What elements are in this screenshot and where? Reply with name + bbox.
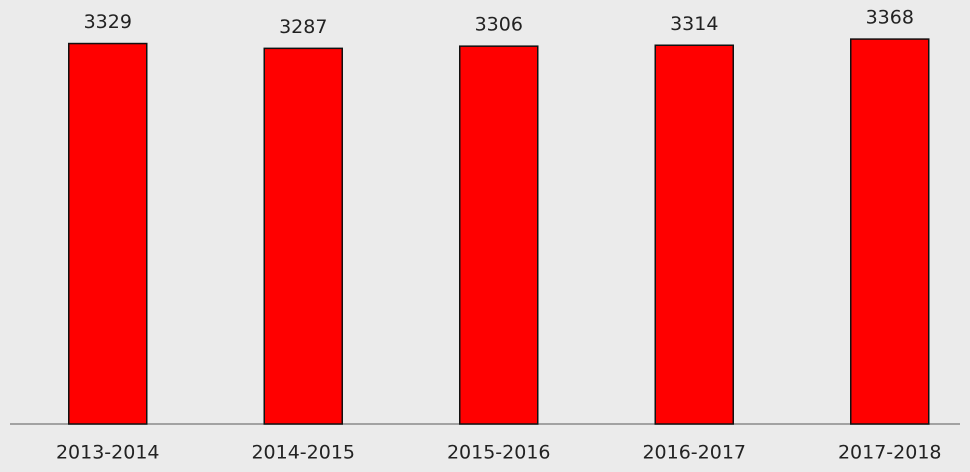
- value-label: 3306: [475, 14, 523, 36]
- value-label: 3287: [279, 16, 327, 38]
- value-label: 3314: [670, 13, 718, 35]
- x-tick-label: 2017-2018: [838, 442, 942, 464]
- bar: [459, 45, 539, 425]
- bar: [654, 44, 734, 425]
- x-tick-label: 2015-2016: [447, 442, 551, 464]
- value-label: 3368: [866, 7, 914, 29]
- bar: [850, 38, 930, 425]
- bar: [263, 47, 343, 425]
- value-label: 3329: [84, 11, 132, 33]
- x-tick-label: 2014-2015: [251, 442, 355, 464]
- x-tick-label: 2013-2014: [56, 442, 160, 464]
- bar: [68, 42, 148, 425]
- x-tick-label: 2016-2017: [642, 442, 746, 464]
